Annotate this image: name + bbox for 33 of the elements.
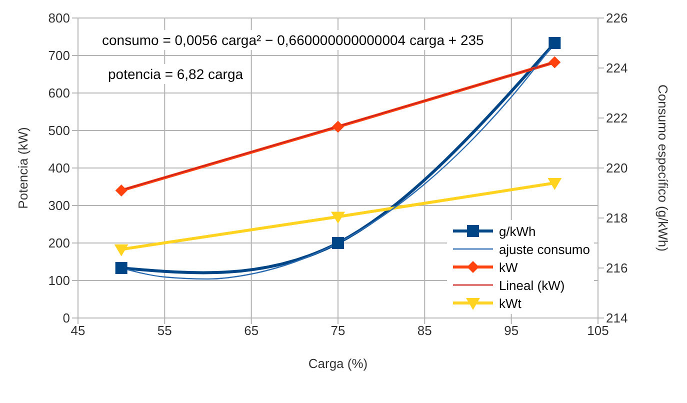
y2-tick-label: 224: [606, 60, 628, 76]
y-tick-label: 600: [48, 86, 70, 101]
y-tick-label: 500: [48, 123, 70, 138]
x-tick-label: 95: [504, 323, 519, 338]
legend-label: Lineal (kW): [498, 278, 565, 292]
x-tick-label: 55: [157, 323, 172, 338]
legend-label: ajuste consumo: [498, 242, 590, 256]
annotation: potencia = 6,82 carga: [102, 64, 250, 84]
y-tick-label: 700: [48, 48, 70, 64]
y2-tick-label: 218: [606, 210, 628, 226]
x-tick-label: 85: [417, 323, 432, 338]
x-tick-label: 45: [70, 323, 86, 338]
x-tick-label: 75: [330, 323, 346, 338]
y2-tick-label: 214: [606, 310, 628, 326]
y2-tick-label: 222: [606, 110, 628, 126]
y-tick-label: 400: [48, 160, 70, 176]
x-tick-label: 65: [244, 323, 259, 338]
y2-axis-title: Consumo específico (g/kWh): [655, 84, 670, 252]
y-axis-title: Potencia (kW): [16, 127, 31, 209]
y2-tick-label: 220: [606, 160, 628, 176]
y2-tick-label: 226: [606, 10, 628, 26]
x-tick-label: 105: [587, 323, 609, 338]
y-tick-label: 200: [48, 236, 70, 251]
y-tick-label: 0: [62, 310, 70, 326]
y2-tick-label: 216: [606, 260, 628, 276]
legend-label: kW: [498, 260, 518, 274]
annotation: consumo = 0,0056 carga² − 0,660000000000004 carga + 235: [96, 30, 490, 50]
x-axis-title: Carga (%): [308, 356, 368, 371]
y-tick-label: 300: [48, 198, 70, 214]
y-tick-label: 800: [48, 10, 70, 26]
legend-label: g/kWh: [498, 224, 536, 238]
y-tick-label: 100: [48, 273, 70, 288]
legend-label: kWt: [498, 296, 522, 310]
